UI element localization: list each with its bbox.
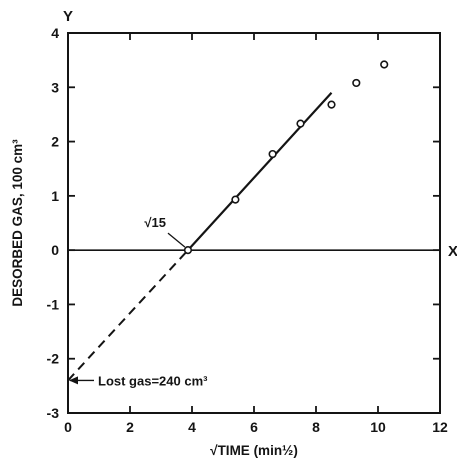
lost-gas-arrow-head (69, 376, 78, 385)
lost-gas-label: Lost gas=240 cm³ (98, 373, 208, 388)
x-tick-label: 0 (64, 419, 72, 435)
plot-frame-border (67, 32, 441, 414)
data-point (231, 195, 240, 204)
x-axis-title: √TIME (min½) (210, 443, 298, 458)
data-point (296, 119, 305, 128)
chart-lines (67, 91, 440, 382)
fit-line (187, 91, 333, 251)
sqrt15-leader-line (167, 232, 186, 248)
data-point (352, 78, 361, 88)
extrapolation-dashed-line (67, 249, 189, 382)
y-tick-label: 1 (51, 188, 59, 204)
data-point (380, 60, 389, 69)
y-tick-label: -2 (47, 351, 60, 367)
annotations: √15 Lost gas=240 cm³ (69, 215, 208, 388)
y-tick-label: 4 (51, 25, 59, 41)
y-tick-label: 0 (51, 242, 59, 258)
x-tick-label: 4 (188, 419, 196, 435)
sqrt15-label: √15 (144, 215, 166, 230)
data-point (268, 149, 277, 159)
plot-frame (67, 32, 441, 414)
data-point (183, 246, 193, 255)
y-tick-label: 2 (51, 134, 59, 150)
y-tick-label: 3 (51, 79, 59, 95)
axis-ticks (67, 32, 441, 414)
y-axis-title: DESORBED GAS, 100 cm³ (10, 139, 25, 307)
x-tick-label: 2 (126, 419, 134, 435)
x-tick-label: 8 (312, 419, 320, 435)
data-point (327, 100, 336, 109)
x-tick-label: 12 (432, 419, 448, 435)
y-tick-label: -1 (47, 296, 60, 312)
axis-titles: X Y √TIME (min½) DESORBED GAS, 100 cm³ (10, 8, 457, 458)
y-tick-label: -3 (47, 405, 60, 421)
x-tick-label: 6 (250, 419, 258, 435)
y-axis-name: Y (63, 8, 73, 25)
x-axis-name: X (448, 243, 457, 260)
data-points (183, 60, 389, 255)
x-tick-label: 10 (370, 419, 386, 435)
